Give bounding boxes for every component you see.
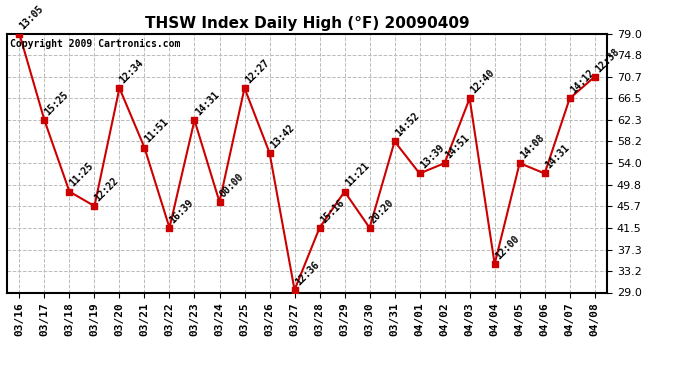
Text: 14:12: 14:12: [568, 68, 596, 96]
Point: [514, 160, 525, 166]
Text: 11:51: 11:51: [143, 117, 171, 145]
Point: [564, 96, 575, 102]
Text: 15:16: 15:16: [318, 197, 346, 225]
Point: [239, 85, 250, 91]
Text: 14:51: 14:51: [443, 132, 471, 160]
Point: [189, 117, 200, 123]
Text: 12:00: 12:00: [493, 233, 521, 261]
Point: [539, 171, 550, 177]
Text: 20:20: 20:20: [368, 197, 396, 225]
Text: 12:38: 12:38: [593, 46, 621, 74]
Point: [64, 189, 75, 195]
Text: 12:36: 12:36: [293, 259, 321, 287]
Point: [289, 287, 300, 293]
Point: [264, 150, 275, 156]
Text: Copyright 2009 Cartronics.com: Copyright 2009 Cartronics.com: [10, 39, 180, 49]
Point: [464, 96, 475, 102]
Text: 14:31: 14:31: [193, 90, 221, 117]
Text: 16:39: 16:39: [168, 197, 196, 225]
Point: [39, 117, 50, 123]
Text: 11:21: 11:21: [343, 161, 371, 189]
Point: [339, 189, 350, 195]
Point: [114, 85, 125, 91]
Text: 12:22: 12:22: [93, 176, 121, 203]
Text: 14:31: 14:31: [543, 143, 571, 171]
Text: 12:27: 12:27: [243, 57, 271, 85]
Point: [364, 225, 375, 231]
Text: 14:08: 14:08: [518, 132, 546, 160]
Text: 15:25: 15:25: [43, 90, 71, 117]
Text: 13:42: 13:42: [268, 122, 296, 150]
Point: [414, 171, 425, 177]
Title: THSW Index Daily High (°F) 20090409: THSW Index Daily High (°F) 20090409: [145, 16, 469, 31]
Point: [164, 225, 175, 231]
Point: [439, 160, 450, 166]
Point: [89, 203, 100, 209]
Text: 14:52: 14:52: [393, 111, 421, 139]
Text: 00:00: 00:00: [218, 171, 246, 199]
Point: [314, 225, 325, 231]
Text: 13:39: 13:39: [418, 143, 446, 171]
Point: [489, 261, 500, 267]
Point: [139, 145, 150, 151]
Point: [14, 31, 25, 37]
Text: 12:34: 12:34: [118, 57, 146, 85]
Point: [589, 74, 600, 80]
Point: [214, 199, 225, 205]
Text: 13:05: 13:05: [18, 3, 46, 31]
Text: 11:25: 11:25: [68, 161, 96, 189]
Point: [389, 138, 400, 144]
Text: 12:40: 12:40: [468, 68, 496, 96]
